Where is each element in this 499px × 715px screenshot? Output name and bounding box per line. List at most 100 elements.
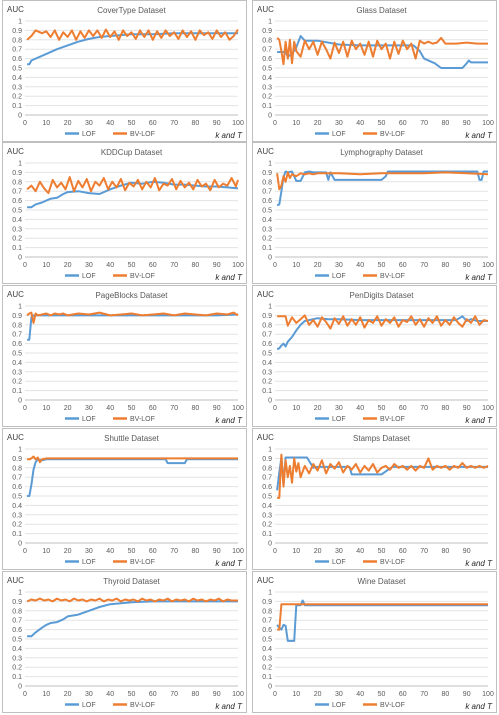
y-tick-label: 0.1	[262, 674, 272, 681]
legend-label: LOF	[332, 131, 346, 138]
y-tick-label: 0.2	[262, 522, 272, 529]
x-tick-label: 40	[106, 262, 114, 269]
x-tick-label: 60	[399, 262, 407, 269]
x-tick-label: 30	[335, 405, 343, 412]
y-tick-label: 0.4	[262, 217, 272, 224]
y-tick-label: 0.7	[12, 189, 22, 196]
y-tick-label: 0.6	[12, 627, 22, 634]
y-tick-label: 0.3	[12, 655, 22, 662]
y-tick-label: 0.7	[262, 475, 272, 482]
x-tick-label: 40	[106, 691, 114, 698]
line-chart: 00.10.20.30.40.50.60.70.80.910 10 20 30 40 50…	[257, 576, 494, 711]
series-line-bv-lof	[26, 311, 239, 324]
y-tick-label: 0.1	[12, 245, 22, 252]
x-tick-label: 50	[128, 548, 136, 555]
y-tick-label: 1	[18, 161, 22, 168]
legend-label: LOF	[332, 416, 346, 423]
x-tick-label: 30	[335, 691, 343, 698]
x-tick-label: 10	[42, 120, 50, 127]
series-line-bv-lof	[276, 36, 488, 66]
chart-panel: 0 0.1 0.2 0.3 0.4 0.5 0.6 0.7 0.8 0.9 1 0 10 20 30 40 50…	[252, 571, 497, 713]
series-line-bv-lof	[277, 603, 488, 631]
y-axis-label: AUC	[7, 576, 24, 585]
x-tick-label: 70	[420, 120, 428, 127]
chart-title: Shuttle Dataset	[104, 434, 159, 443]
x-tick-label: 80	[192, 262, 200, 269]
x-tick-label: 20	[64, 405, 72, 412]
x-tick-label: 90	[213, 262, 221, 269]
y-tick-label: 0.7	[262, 332, 272, 339]
y-tick-label: 0.2	[262, 665, 272, 672]
y-tick-label: 0.4	[12, 503, 22, 510]
x-tick-label: 40	[356, 548, 364, 555]
y-tick-label: 1	[268, 590, 272, 597]
y-tick-label: 0.9	[12, 170, 22, 177]
legend-label: LOF	[82, 273, 96, 280]
y-tick-label: 0.6	[12, 56, 22, 63]
x-axis-label: k and T	[215, 131, 243, 140]
y-tick-label: 0.2	[12, 379, 22, 386]
x-tick-label: 100	[232, 405, 244, 412]
x-tick-label: 10	[42, 548, 50, 555]
y-tick-label: 0	[268, 541, 272, 548]
legend-label: LOF	[82, 416, 96, 423]
y-tick-label: 0.5	[262, 637, 272, 644]
x-tick-label: 70	[170, 120, 178, 127]
y-tick-label: 0.4	[12, 646, 22, 653]
x-tick-label: 70	[420, 691, 428, 698]
series-line-lof	[277, 35, 488, 69]
y-tick-label: 0.3	[12, 226, 22, 233]
y-tick-label: 0.3	[12, 84, 22, 91]
chart-title: Wine Dataset	[357, 577, 406, 586]
y-tick-label: 0.2	[12, 665, 22, 672]
y-tick-label: 1	[18, 590, 22, 597]
chart-panel: 0 0.1 0.2 0.3 0.4 0.5 0.6 0.7 0.8 0.9 1 0 10 20 30 40 50…	[2, 571, 247, 713]
x-tick-label: 20	[64, 120, 72, 127]
y-tick-label: 0.5	[12, 208, 22, 215]
y-tick-label: 0.3	[262, 84, 272, 91]
x-tick-label: 70	[170, 262, 178, 269]
y-tick-label: 0.1	[12, 103, 22, 110]
x-tick-label: 80	[442, 691, 450, 698]
x-tick-label: 10	[292, 405, 300, 412]
y-tick-label: 0.7	[262, 189, 272, 196]
series-line-bv-lof	[26, 176, 239, 195]
x-tick-label: 90	[213, 405, 221, 412]
y-tick-label: 0.5	[262, 494, 272, 501]
legend-label: BV-LOF	[130, 559, 155, 566]
y-tick-label: 0.2	[262, 94, 272, 101]
line-chart: 00.10.20.30.40.50.60.70.80.910 10 20 30 40 50…	[7, 147, 244, 282]
y-tick-label: 0	[268, 684, 272, 691]
x-tick-label: 40	[356, 405, 364, 412]
chart-title: Lymphography Dataset	[340, 148, 423, 157]
legend-label: BV-LOF	[130, 131, 155, 138]
series-line-bv-lof	[277, 314, 489, 330]
y-tick-label: 0.4	[262, 503, 272, 510]
line-chart: 00.10.20.30.40.50.60.70.80.910 10 20 30 40 50…	[257, 433, 493, 568]
x-tick-label: 50	[378, 262, 386, 269]
x-tick-label: 60	[399, 548, 407, 555]
x-tick-label: 50	[378, 405, 386, 412]
chart-panel: 0 0.1 0.2 0.3 0.4 0.5 0.6 0.7 0.8 0.9 1 0 10 20 30 40 50…	[2, 0, 247, 142]
y-tick-label: 0.6	[262, 341, 272, 348]
y-tick-label: 0	[268, 398, 272, 405]
y-tick-label: 0	[18, 684, 22, 691]
x-tick-label: 40	[356, 262, 364, 269]
y-axis-label: AUC	[257, 5, 274, 14]
y-tick-label: 0.1	[262, 388, 272, 395]
legend-label: BV-LOF	[380, 131, 405, 138]
x-tick-label: 100	[482, 691, 494, 698]
y-tick-label: 0.8	[262, 322, 272, 329]
x-tick-label: 70	[170, 548, 178, 555]
chart-title: KDDCup Dataset	[101, 148, 163, 157]
x-tick-label: 60	[149, 691, 157, 698]
legend-label: BV-LOF	[130, 273, 155, 280]
y-tick-label: 0.2	[12, 236, 22, 243]
y-tick-label: 0.8	[262, 37, 272, 44]
x-tick-label: 80	[442, 405, 450, 412]
x-tick-label: 100	[482, 262, 494, 269]
x-tick-label: 60	[149, 405, 157, 412]
series-line-bv-lof	[26, 28, 239, 41]
x-tick-label: 50	[128, 405, 136, 412]
y-tick-label: 0.8	[262, 179, 272, 186]
